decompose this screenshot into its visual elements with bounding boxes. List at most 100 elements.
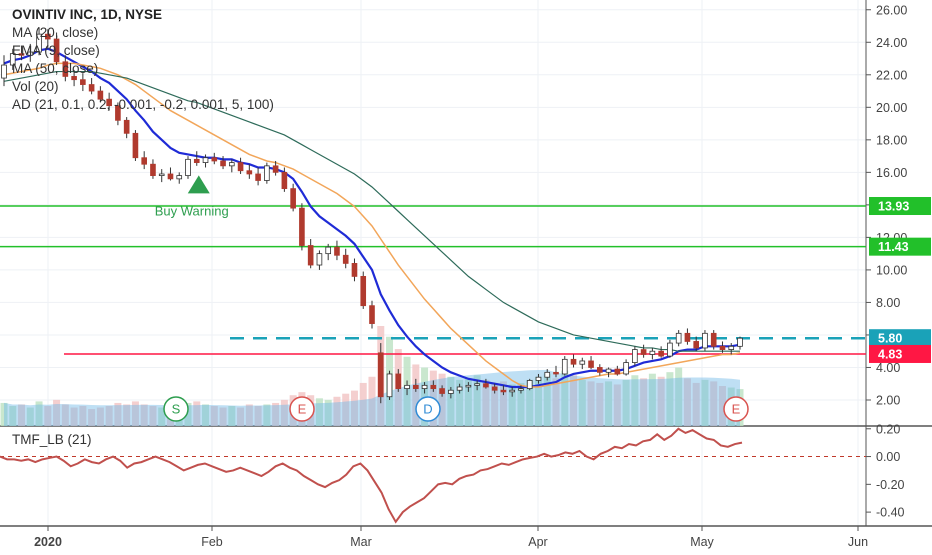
legend-item: EMA (9, close) [12,43,100,58]
y-tick-label: 8.00 [876,296,900,310]
volume-bar [88,409,96,426]
volume-bar [482,379,490,426]
volume-bar [605,381,613,426]
x-tick-label: Jun [848,535,868,549]
candle-body [702,332,708,349]
volume-bar [675,367,683,426]
volume-bar [368,376,376,426]
candle-body [307,245,314,266]
volume-bar [245,404,253,426]
candle-body [141,157,147,165]
volume-bar [491,382,499,426]
volume-bar [70,407,78,426]
candle-body [290,188,296,209]
candle-body [675,332,682,344]
candle-body [281,171,288,190]
candle-body [62,61,69,77]
candle-body [185,158,191,177]
candle-body [526,380,533,390]
volume-bar [184,402,192,426]
indicator-y-tick-label: 0.00 [876,450,900,464]
candle-body [193,158,200,163]
candle-body [36,33,42,53]
volume-bar [570,375,578,426]
candle-body [9,53,16,66]
candle-body [658,350,664,357]
candle-body [264,165,270,181]
candle-body [272,165,279,173]
candle-body [605,368,612,373]
candle-body [597,367,603,373]
volume-bar [561,370,569,426]
volume-bar [131,401,139,426]
event-marker-label: S [172,402,181,417]
candle-body [246,170,253,175]
candles [1,27,743,404]
moving-average-line [3,70,740,352]
candle-body [211,157,218,162]
volume-bar [228,406,236,426]
volume-bar [333,396,341,426]
candle-body [106,98,112,107]
volume-bar [517,382,525,426]
candle-body [404,384,410,390]
volume-bar [543,373,551,426]
volume-bar [622,379,630,426]
candle-body [18,53,25,56]
volume-bar [438,373,446,426]
candle-body [632,349,638,363]
candle-body [570,358,577,365]
candle-body [640,349,647,355]
x-tick-label: Apr [528,535,547,549]
candle-body [202,157,209,163]
candle-body [561,358,568,375]
volume-bar [342,393,350,426]
candle-body [351,263,358,277]
volume-bar [718,386,726,426]
price-level-label-bg [869,344,931,363]
volume-bar [456,379,464,426]
candle-body [649,350,656,355]
volume-bar [114,402,122,426]
volume-bar [254,406,262,426]
price-level-label-bg [869,197,931,216]
legend-item: Vol (20) [12,79,59,94]
candle-body [360,276,367,307]
candle-body [395,373,402,390]
volume-bar [631,375,639,426]
volume-bar [149,406,157,426]
price-level-label: 4.83 [878,347,902,361]
buy-warning-marker [187,175,210,194]
candle-body [456,386,463,391]
volume-bar [35,401,43,426]
price-level-label: 5.80 [878,332,902,346]
volume-bar [666,372,674,426]
volume-bar [613,384,621,426]
volume-bar [210,406,218,426]
volume-bar [263,404,271,426]
candle-body [237,162,244,172]
indicator-title: TMF_LB (21) [12,432,92,447]
volume-bar [412,364,420,426]
candle-body [588,360,594,368]
volume-bar [526,379,534,426]
x-tick-label: Mar [350,535,372,549]
candle-body [228,162,235,167]
candle-body [439,388,445,394]
candle-body [123,119,130,134]
candle-body [369,305,375,324]
candle-body [220,160,226,167]
indicator-y-tick-label: -0.20 [876,478,905,492]
buy-warning-label: Buy Warning [155,203,229,218]
indicator-y-tick-label: -0.40 [876,506,905,520]
candle-body [115,105,121,121]
price-level-label: 13.93 [878,200,909,214]
candle-body [553,371,559,375]
y-tick-label: 22.00 [876,68,907,82]
candle-body [719,345,726,350]
x-tick-label: 2020 [34,535,62,549]
volume-bar [202,404,210,426]
candle-body [158,173,165,177]
volume-bar [105,406,113,426]
